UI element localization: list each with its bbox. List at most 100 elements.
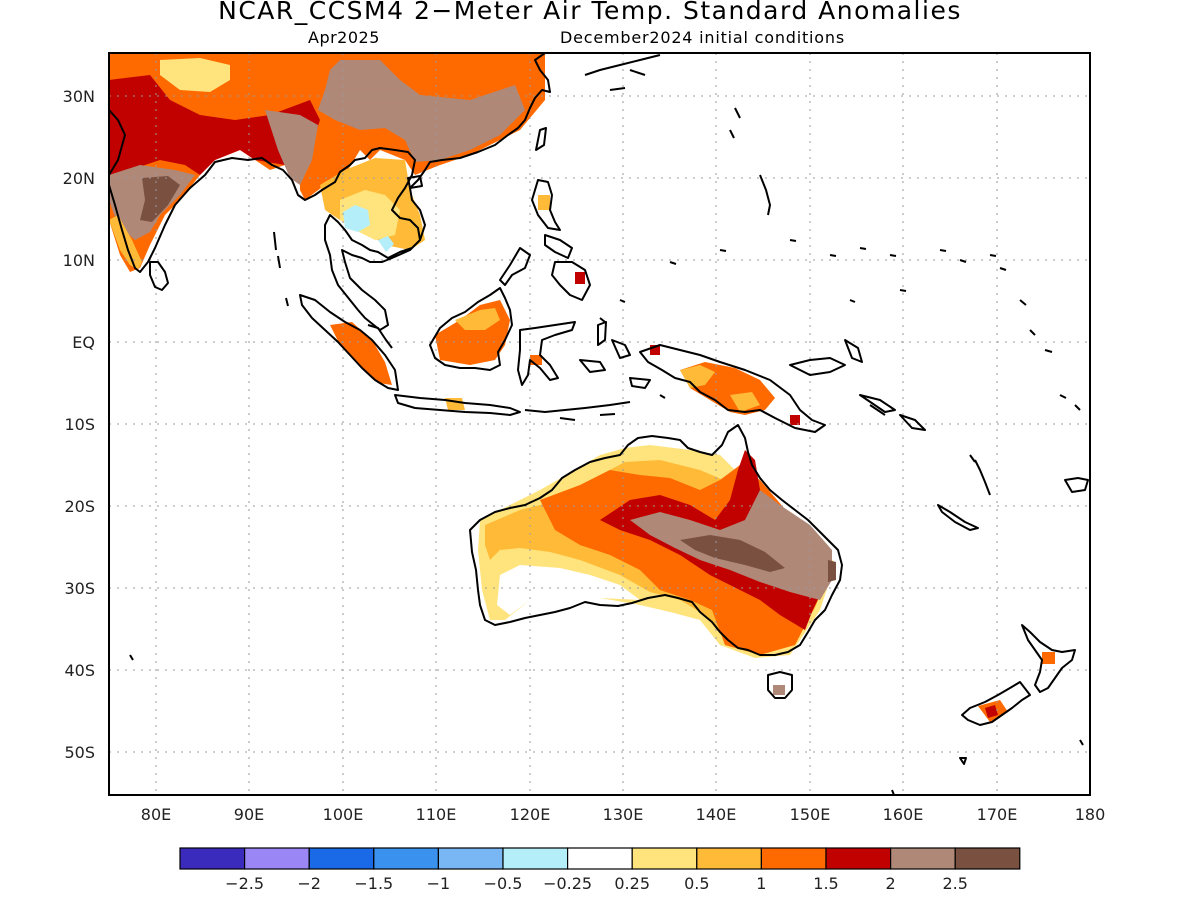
colorbar-label: 0.5 (684, 874, 709, 893)
coastline-borneo (429, 287, 513, 371)
coastline-sumatra (299, 294, 399, 391)
longitude-axis: 80E 90E 100E 110E 120E 130E 140E 150E 16… (141, 805, 1106, 824)
lat-label: 50S (64, 743, 95, 762)
lon-label: 140E (696, 805, 737, 824)
colorbar: −2.5 −2 −1.5 −1 −0.5 −0.25 0.25 0.5 1 1.5 2 2.5 (179, 847, 1021, 893)
lat-label: 30N (63, 87, 95, 106)
lat-label: 10N (63, 251, 95, 270)
forecast-month: Apr2025 (308, 28, 380, 47)
coastline-asia (109, 53, 551, 331)
lon-label: 160E (883, 805, 924, 824)
coastline-malay-peninsula (367, 324, 393, 349)
map-frame-content (109, 53, 1090, 795)
anomaly-region-australia-white (497, 565, 640, 615)
islands-marshall (1019, 299, 1081, 411)
coastline-moluccas (579, 321, 651, 389)
colorbar-label: −1.5 (354, 874, 393, 893)
anomaly-region-mindanao (575, 272, 585, 284)
anomaly-region-tibet-yellow (160, 58, 230, 92)
colorbar-swatch (244, 847, 310, 870)
coastline-hainan (407, 175, 423, 189)
coastline-stewart-island (959, 757, 967, 765)
graticule (109, 53, 1090, 795)
anomaly-region-indochina-blue (343, 205, 394, 252)
colorbar-swatch (889, 847, 956, 870)
colorbar-swatch (696, 847, 762, 870)
initial-conditions: December2024 initial conditions (560, 28, 845, 47)
map-border (108, 52, 1091, 796)
colorbar-swatch (760, 847, 827, 870)
coastline-taiwan (535, 127, 547, 151)
coastline-australia (469, 424, 843, 656)
colorbar-label: −1 (427, 874, 451, 893)
lon-label: 120E (510, 805, 551, 824)
coastline-sri-lanka (149, 261, 169, 291)
islands-japan-south (584, 54, 661, 91)
colorbar-label: 2.5 (942, 874, 967, 893)
coastline-luzon (531, 179, 561, 231)
anomaly-region-nz-south-red (985, 705, 998, 718)
anomaly-region-new-guinea-east (790, 415, 800, 425)
colorbar-label: −2.5 (225, 874, 264, 893)
islands-marianas (729, 107, 772, 216)
coastline-new-caledonia (937, 504, 979, 531)
anomaly-region-australia-dark (680, 535, 836, 582)
lon-label: 130E (603, 805, 644, 824)
colorbar-swatch (631, 847, 698, 870)
anomaly-region-tasmania (773, 685, 785, 695)
lat-label: EQ (72, 333, 95, 352)
lon-label: 110E (416, 805, 457, 824)
pacific-islands (129, 54, 1084, 795)
anomaly-region-borneo-yellow (455, 308, 500, 330)
anomaly-region-india-dark (140, 176, 180, 222)
coastline-andaman (273, 231, 289, 307)
coastline-nz-north (1021, 624, 1076, 693)
coastline-tasmania (767, 671, 793, 699)
coastline-lesser-sundas (524, 401, 631, 421)
coastline-solomons (859, 394, 926, 431)
lat-label: 20N (63, 169, 95, 188)
lon-label: 150E (790, 805, 831, 824)
colorbar-label: 0.25 (614, 874, 650, 893)
anomaly-region-philippines (538, 195, 550, 210)
colorbar-label: −0.5 (484, 874, 523, 893)
colorbar-swatch (308, 847, 375, 870)
coastline-mindanao (551, 261, 591, 301)
lon-label: 100E (323, 805, 364, 824)
colorbar-swatch (437, 847, 504, 870)
colorbar-label: −0.25 (543, 874, 592, 893)
coastline-nz-south (961, 681, 1031, 726)
anomaly-region-asia-brown (318, 60, 525, 162)
lon-label: 170E (977, 805, 1018, 824)
anomaly-region-himalaya-brown (265, 110, 318, 185)
islands-misc (129, 299, 1084, 795)
lon-label: 180 (1075, 805, 1106, 824)
colorbar-label: 1.5 (813, 874, 838, 893)
colorbar-swatch (825, 847, 892, 870)
map-title: NCAR_CCSM4 2−Meter Air Temp. Standard An… (218, 0, 962, 25)
colorbar-label: 2 (886, 874, 896, 893)
coastline-new-britain (789, 339, 863, 376)
coastlines (109, 53, 1089, 765)
anomaly-region-nz-north (1042, 652, 1055, 664)
anomaly-region-sumatra (330, 322, 392, 385)
islands-caroline (669, 239, 1007, 292)
coastline-java (394, 394, 521, 416)
lat-label: 10S (64, 415, 95, 434)
anomaly-region-new-guinea-yellow (680, 365, 760, 412)
lat-label: 40S (64, 661, 95, 680)
lat-label: 20S (64, 497, 95, 516)
coastline-vanuatu (969, 454, 991, 496)
anomaly-fill-layer (109, 53, 1055, 722)
latitude-axis: 30N 20N 10N EQ 10S 20S 30S 40S 50S (63, 87, 95, 762)
colorbar-swatch (566, 847, 633, 870)
colorbar-swatch (954, 847, 1021, 870)
colorbar-label: 1 (756, 874, 766, 893)
colorbar-swatch (373, 847, 439, 870)
colorbar-label: −2 (297, 874, 321, 893)
colorbar-swatch (179, 847, 246, 870)
coastline-visayas (499, 234, 573, 286)
lon-label: 80E (141, 805, 171, 824)
coastline-new-guinea (639, 344, 826, 433)
